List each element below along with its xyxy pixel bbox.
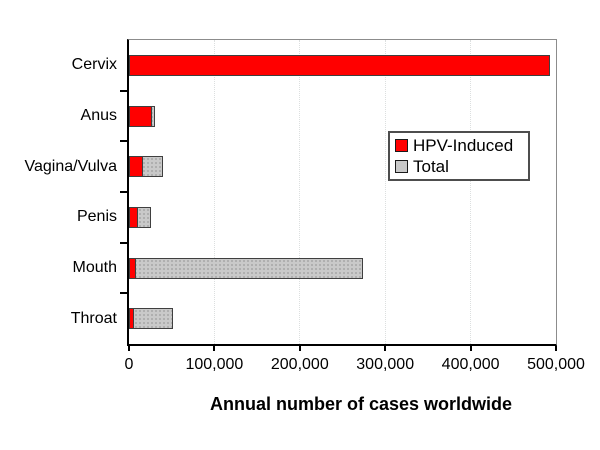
plot-area bbox=[127, 39, 557, 346]
bar-total-mouth bbox=[129, 257, 363, 279]
y-axis-label-penis: Penis bbox=[76, 208, 117, 226]
x-axis-tick-label: 400,000 bbox=[441, 356, 500, 373]
y-axis-tick bbox=[120, 292, 127, 295]
legend-swatch-hpv-induced-icon bbox=[395, 139, 408, 152]
legend-label-total: Total bbox=[413, 156, 449, 176]
x-axis-tick bbox=[128, 346, 130, 351]
gridline bbox=[213, 40, 215, 344]
bar-hpv-induced-throat bbox=[129, 308, 135, 330]
x-axis-tick bbox=[469, 346, 472, 351]
legend-item-total: Total bbox=[395, 156, 523, 177]
x-axis-tick-label: 500,000 bbox=[527, 356, 585, 373]
x-axis-tick-label: 0 bbox=[124, 356, 134, 373]
x-axis-tick-label: 300,000 bbox=[356, 356, 415, 373]
bar-hpv-induced-vagina-vulva bbox=[129, 156, 143, 178]
gridline bbox=[384, 40, 386, 344]
y-axis-label-anus: Anus bbox=[80, 107, 117, 124]
bar-hpv-induced-mouth bbox=[129, 257, 136, 279]
legend: HPV-Induced Total bbox=[388, 131, 530, 181]
x-axis-tick-label: 100,000 bbox=[185, 356, 244, 373]
gridline bbox=[299, 40, 301, 344]
x-axis-tick bbox=[555, 346, 557, 351]
bar-hpv-induced-anus bbox=[129, 105, 153, 127]
y-axis-tick bbox=[120, 191, 127, 193]
y-axis-label-vagina-vulva: Vagina/Vulva bbox=[24, 157, 117, 175]
x-axis-tick bbox=[213, 346, 216, 351]
legend-item-hpv-induced: HPV-Induced bbox=[395, 135, 523, 156]
bar-hpv-induced-cervix bbox=[129, 54, 551, 76]
y-axis-tick bbox=[120, 140, 127, 143]
x-axis-tick-label: 200,000 bbox=[270, 356, 329, 373]
y-axis-tick bbox=[120, 89, 127, 92]
y-axis-label-mouth: Mouth bbox=[72, 259, 117, 276]
x-axis-title: Annual number of cases worldwide bbox=[209, 394, 513, 414]
bar-total-throat bbox=[129, 308, 174, 330]
y-axis-tick bbox=[120, 241, 127, 244]
x-axis-tick bbox=[384, 346, 387, 351]
legend-swatch-total-icon bbox=[395, 160, 408, 173]
gridline bbox=[470, 40, 472, 344]
x-axis-tick bbox=[298, 346, 301, 351]
legend-label-hpv-induced: HPV-Induced bbox=[413, 135, 514, 155]
y-axis-label-cervix: Cervix bbox=[71, 56, 117, 74]
y-axis-label-throat: Throat bbox=[70, 309, 117, 327]
bar-hpv-induced-penis bbox=[129, 206, 138, 228]
